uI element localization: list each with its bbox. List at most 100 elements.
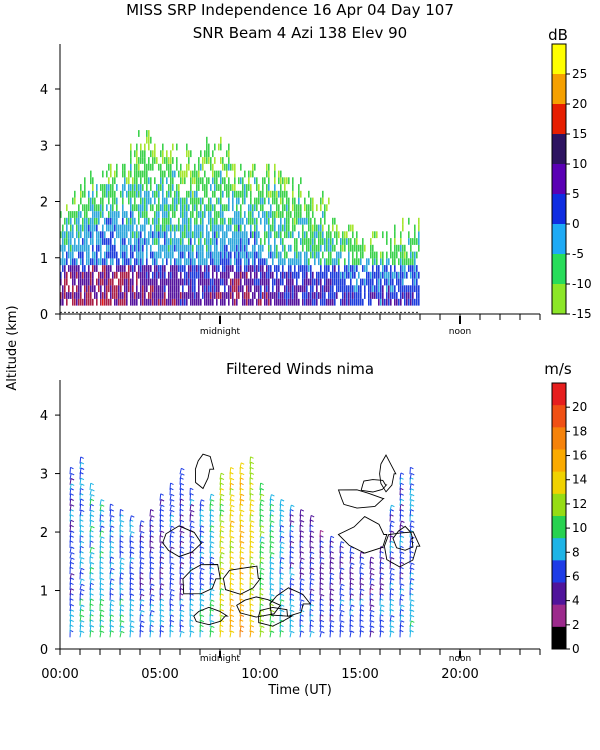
wind-barb-flag xyxy=(70,466,74,470)
snr-cell xyxy=(394,292,396,299)
wind-barb xyxy=(369,615,372,622)
snr-cell xyxy=(222,292,224,299)
snr-cell xyxy=(76,298,78,306)
wind-barb xyxy=(209,609,212,617)
snr-cell xyxy=(86,292,88,299)
wind-barb-flag xyxy=(110,603,114,607)
snr-cell xyxy=(120,298,122,306)
wind-barb xyxy=(129,604,132,612)
snr-cell xyxy=(130,224,132,232)
snr-cell xyxy=(384,298,386,306)
snr-cell xyxy=(112,224,114,232)
wind-barb-flag xyxy=(160,593,164,596)
wind-barb xyxy=(159,556,162,564)
wind-barb-flag xyxy=(301,599,305,602)
wind-barb-flag xyxy=(181,525,185,529)
snr-cell xyxy=(350,285,352,293)
snr-cell xyxy=(224,204,226,212)
wind-barb xyxy=(319,562,322,569)
snr-cell xyxy=(102,184,104,191)
snr-cell xyxy=(66,231,68,239)
snr-cell xyxy=(138,265,140,272)
winds-colorbar-label: 20 xyxy=(572,400,587,414)
wind-barb-flag xyxy=(200,614,205,618)
wind-barb-flag xyxy=(120,529,124,533)
snr-cell xyxy=(290,265,292,272)
snr-cell xyxy=(72,292,74,299)
wind-barb-flag xyxy=(341,620,345,623)
wind-barb-flag xyxy=(370,578,375,581)
snr-cell xyxy=(304,231,306,239)
wind-barb xyxy=(359,604,362,612)
wind-barb-flag xyxy=(220,503,224,507)
snr-cell xyxy=(230,251,232,259)
snr-cell xyxy=(138,292,140,299)
snr-cell xyxy=(410,265,412,272)
snr-cell xyxy=(156,157,158,164)
snr-cell xyxy=(124,163,126,171)
snr-cell xyxy=(202,217,204,225)
snr-cell xyxy=(402,217,404,225)
wind-barb-flag xyxy=(340,556,344,559)
snr-cell xyxy=(172,265,174,272)
snr-cell xyxy=(294,238,296,245)
wind-barb-flag xyxy=(190,566,194,570)
snr-cell xyxy=(228,163,230,171)
snr-cell xyxy=(228,292,230,299)
snr-cell xyxy=(390,278,392,286)
wind-barb-flag xyxy=(340,551,345,554)
snr-cell xyxy=(254,292,256,299)
snr-cell xyxy=(254,258,256,266)
snr-cell xyxy=(88,285,90,293)
snr-cell xyxy=(100,231,102,239)
snr-cell xyxy=(106,292,108,299)
snr-cell xyxy=(152,238,154,245)
snr-cell xyxy=(308,238,310,245)
wind-barb xyxy=(409,504,412,512)
snr-cell xyxy=(180,204,182,212)
wind-barb xyxy=(199,604,202,612)
wind-barb xyxy=(259,557,262,564)
snr-cell xyxy=(224,292,226,299)
snr-cell xyxy=(152,163,154,171)
snr-panel-title: SNR Beam 4 Azi 138 Elev 90 xyxy=(193,24,407,42)
snr-cell xyxy=(100,278,102,286)
snr-cell xyxy=(266,190,268,198)
snr-cell xyxy=(166,238,168,245)
wind-barb xyxy=(239,557,242,564)
snr-cell xyxy=(188,157,190,164)
wind-barb xyxy=(229,562,232,569)
snr-cell xyxy=(262,265,264,272)
wind-barb xyxy=(229,520,232,527)
snr-cell xyxy=(266,271,268,279)
wind-barb xyxy=(389,520,392,527)
snr-cell xyxy=(188,163,190,171)
wind-barb-flag xyxy=(380,577,384,580)
snr-cell xyxy=(224,244,226,252)
snr-cell xyxy=(106,238,108,245)
snr-cell xyxy=(196,170,198,178)
snr-cell xyxy=(72,211,74,218)
wind-barb-flag xyxy=(100,514,104,517)
wind-barb xyxy=(409,488,412,496)
wind-barb-flag xyxy=(350,598,354,601)
snr-cell xyxy=(180,197,182,205)
wind-barb-flag xyxy=(300,509,305,512)
wind-barb-flag xyxy=(390,545,394,549)
snr-cell xyxy=(300,258,302,266)
wind-barb-flag xyxy=(270,588,275,591)
snr-profile-13 xyxy=(320,190,340,306)
wind-barb xyxy=(159,620,162,627)
snr-cell xyxy=(170,278,172,286)
snr-cell xyxy=(184,231,186,239)
snr-cell xyxy=(410,238,412,245)
wind-barb xyxy=(229,525,232,533)
snr-cell xyxy=(164,285,166,293)
wind-barb xyxy=(249,625,252,633)
snr-cell xyxy=(156,238,158,245)
wind-barb-flag xyxy=(240,562,245,565)
snr-cell xyxy=(124,271,126,279)
wind-barb xyxy=(329,573,332,580)
snr-cell xyxy=(316,278,318,286)
snr-cell xyxy=(80,271,82,279)
